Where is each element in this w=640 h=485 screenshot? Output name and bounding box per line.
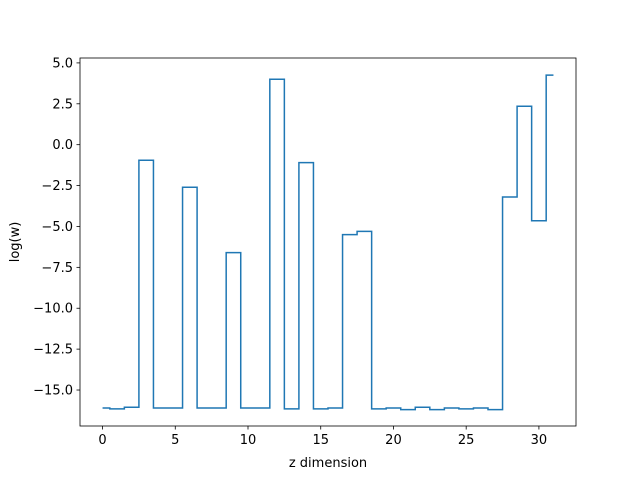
x-tick-label: 20 bbox=[385, 433, 402, 448]
y-tick-label: −10.0 bbox=[33, 302, 73, 317]
x-tick-label: 15 bbox=[312, 433, 329, 448]
y-tick-label: 2.5 bbox=[52, 97, 73, 112]
axes-frame bbox=[79, 57, 577, 427]
x-tick-label: 10 bbox=[240, 433, 257, 448]
y-tick-label: 0.0 bbox=[52, 138, 73, 153]
x-tick-label: 5 bbox=[171, 433, 179, 448]
y-tick-label: −12.5 bbox=[33, 343, 73, 358]
y-tick-label: −15.0 bbox=[33, 384, 73, 399]
y-tick-label: −2.5 bbox=[41, 179, 73, 194]
x-tick-label: 30 bbox=[531, 433, 548, 448]
axes-layer: 0 5 10 15 20 25 30 −15.0 −12.5 −10.0 −7.5 −5.0 −2.5 0… bbox=[33, 56, 577, 448]
x-axis-label: z dimension bbox=[289, 456, 367, 471]
x-tick-label: 0 bbox=[98, 433, 106, 448]
plot-layer bbox=[102, 74, 554, 411]
y-tick-label: −5.0 bbox=[41, 220, 73, 235]
y-tick-label: 5.0 bbox=[52, 56, 73, 71]
y-axis-label: log(w) bbox=[8, 222, 23, 263]
series-line-0 bbox=[102, 74, 554, 411]
x-tick-label: 25 bbox=[458, 433, 475, 448]
y-tick-label: −7.5 bbox=[41, 261, 73, 276]
